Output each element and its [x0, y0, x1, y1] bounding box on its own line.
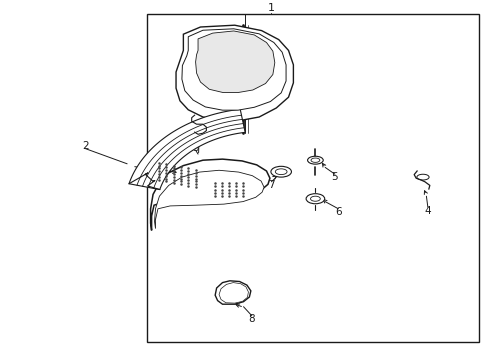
Ellipse shape	[307, 156, 323, 164]
Ellipse shape	[305, 194, 324, 204]
Polygon shape	[129, 109, 244, 190]
Text: 7: 7	[267, 180, 274, 190]
Polygon shape	[182, 29, 285, 110]
Polygon shape	[150, 159, 269, 230]
Polygon shape	[219, 283, 248, 303]
Text: 3: 3	[192, 143, 199, 153]
Ellipse shape	[270, 166, 291, 177]
Polygon shape	[215, 281, 250, 304]
Text: 2: 2	[82, 141, 89, 151]
Text: 6: 6	[334, 207, 341, 217]
Text: 4: 4	[424, 206, 430, 216]
Polygon shape	[195, 31, 274, 93]
Text: 5: 5	[331, 172, 338, 182]
Text: 8: 8	[248, 314, 255, 324]
Polygon shape	[154, 170, 264, 229]
Polygon shape	[176, 25, 293, 121]
Text: 1: 1	[267, 3, 274, 13]
Bar	[146, 14, 478, 342]
